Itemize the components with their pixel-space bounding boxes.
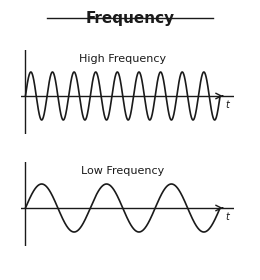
- Text: t: t: [225, 100, 229, 110]
- Text: Low Frequency: Low Frequency: [81, 165, 164, 176]
- Text: Frequency: Frequency: [86, 11, 174, 26]
- Text: High Frequency: High Frequency: [79, 53, 166, 64]
- Text: t: t: [225, 212, 229, 222]
